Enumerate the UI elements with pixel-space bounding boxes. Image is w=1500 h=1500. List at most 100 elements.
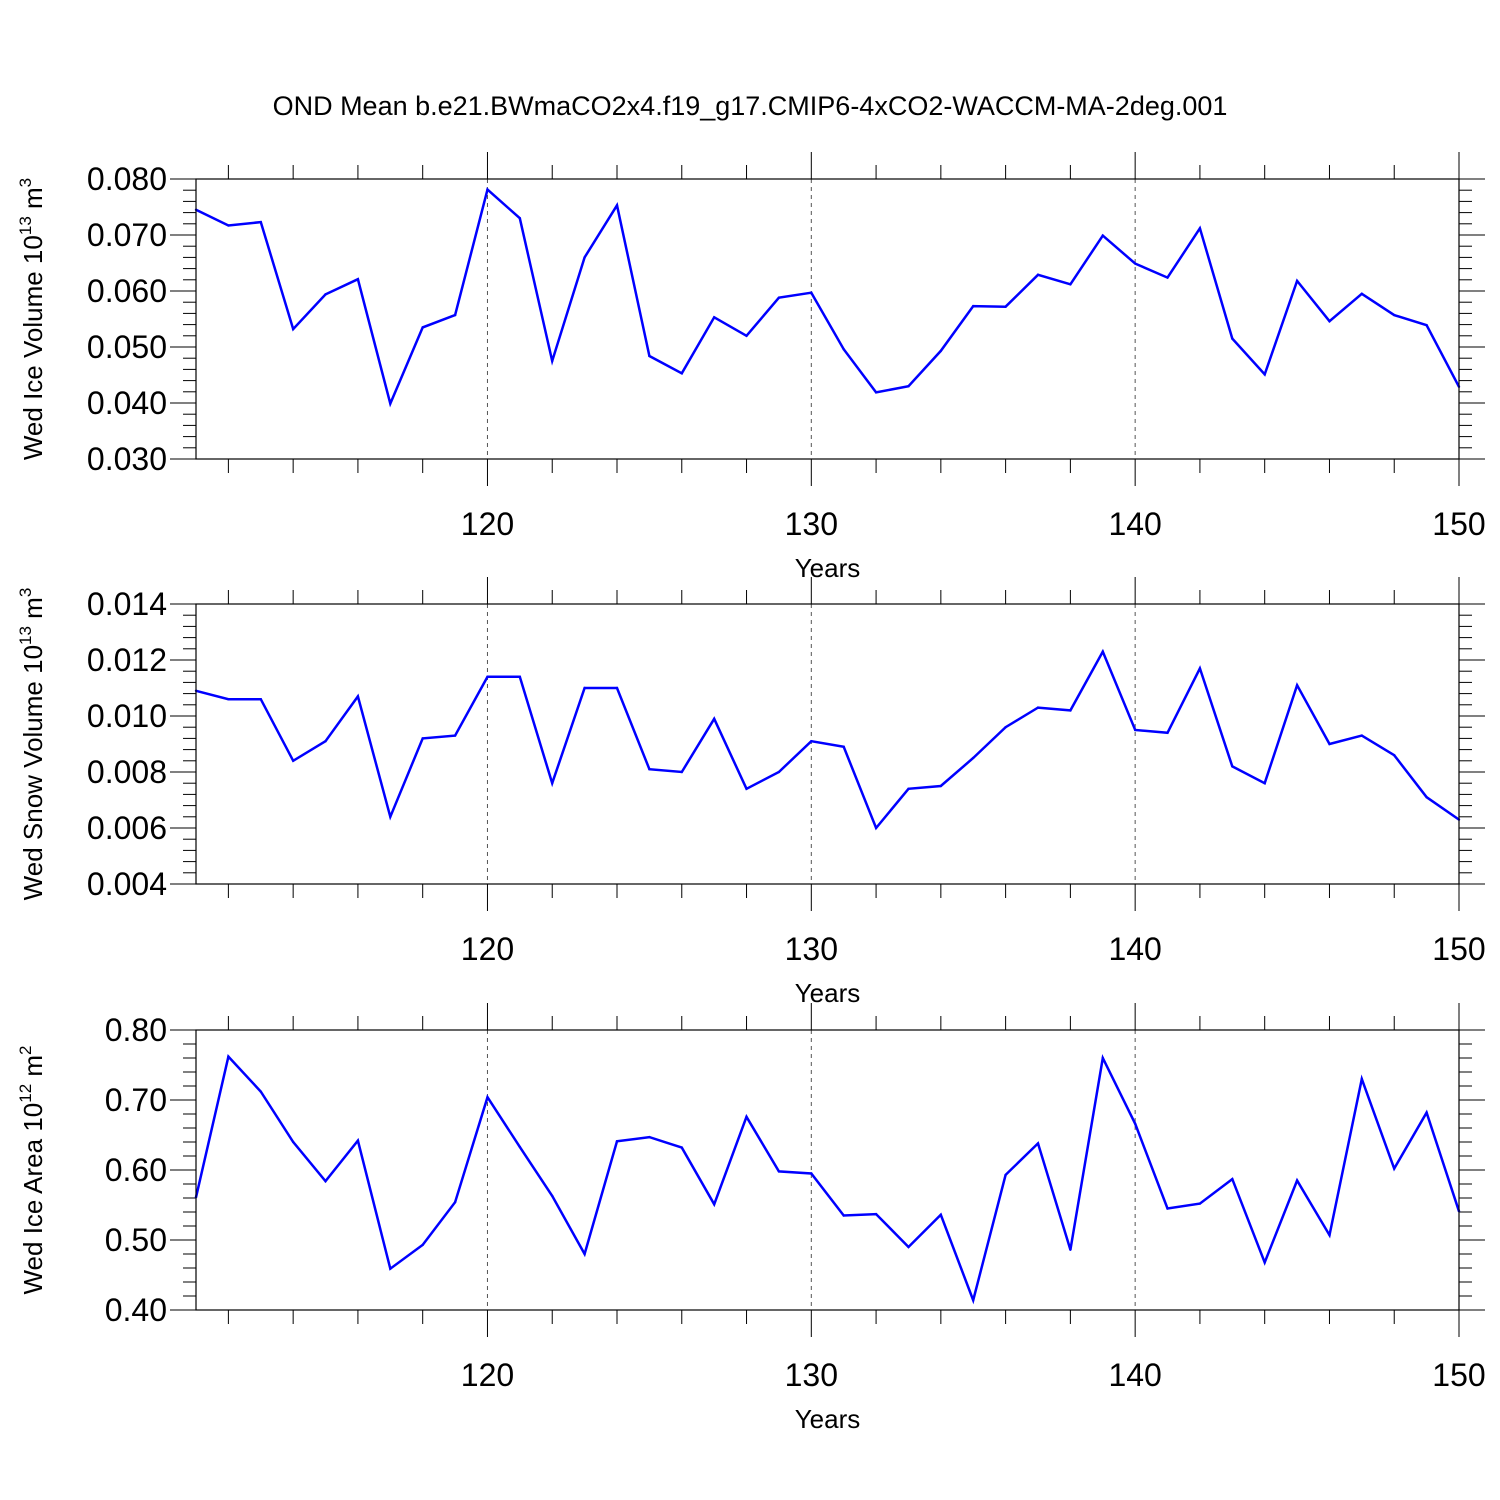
data-point	[1101, 234, 1104, 237]
data-point	[842, 348, 845, 351]
data-point	[583, 1252, 586, 1256]
data-point	[356, 1139, 360, 1142]
data-point	[1328, 320, 1331, 323]
data-point	[1133, 262, 1137, 265]
data-point	[1004, 1173, 1007, 1177]
x-tick-label: 150	[1432, 931, 1485, 967]
data-point	[874, 391, 878, 394]
data-point	[583, 256, 586, 259]
data-point	[1263, 1261, 1266, 1264]
x-tick-label: 120	[461, 1357, 514, 1393]
data-point	[648, 768, 651, 771]
y-tick-label: 0.40	[105, 1292, 167, 1328]
data-point	[259, 698, 262, 701]
x-tick-label: 140	[1108, 931, 1161, 967]
data-point	[972, 304, 975, 308]
y-tick-label: 0.70	[105, 1082, 167, 1118]
data-point	[712, 316, 716, 319]
data-point	[421, 1243, 424, 1247]
y-tick-label: 0.008	[87, 754, 167, 790]
x-tick-label: 140	[1108, 506, 1161, 542]
data-point	[1425, 323, 1428, 327]
panel-3: 0.40 0.50 0.60 0.70 0.80 120 130 140 150 Years Wed…	[16, 1003, 1486, 1434]
data-point	[453, 1201, 457, 1204]
data-point	[1133, 1122, 1137, 1126]
data-point	[1101, 1056, 1104, 1060]
data-point	[1198, 227, 1202, 230]
data-point	[1036, 706, 1040, 709]
data-point	[1069, 283, 1072, 286]
data-point	[972, 756, 975, 760]
data-point	[810, 291, 813, 294]
data-point	[1360, 734, 1364, 737]
data-point	[939, 784, 943, 788]
plot-frame	[195, 178, 1460, 460]
data-point	[356, 695, 360, 698]
y-tick-label: 0.060	[87, 273, 167, 309]
data-point	[810, 740, 813, 743]
data-point	[389, 402, 392, 405]
data-point	[874, 1212, 878, 1216]
data-point	[259, 1090, 262, 1093]
data-point	[1425, 796, 1428, 799]
data-point	[1198, 1202, 1202, 1205]
data-point	[810, 1172, 813, 1175]
data-point	[259, 220, 262, 224]
data-point	[227, 698, 230, 701]
data-point	[615, 1140, 619, 1143]
data-point	[291, 759, 295, 762]
series-line	[194, 1053, 1461, 1305]
data-point	[389, 1267, 392, 1270]
data-point	[1295, 279, 1299, 283]
data-point	[712, 1203, 716, 1206]
data-point	[874, 826, 878, 830]
data-point	[939, 349, 943, 353]
data-point	[842, 745, 845, 748]
x-tick-label: 150	[1432, 506, 1485, 542]
x-axis-label: Years	[795, 553, 861, 583]
data-point	[1393, 754, 1396, 757]
x-tick-label: 150	[1432, 1357, 1485, 1393]
data-point	[1069, 709, 1072, 712]
data-point	[389, 815, 392, 818]
data-point	[712, 717, 716, 720]
y-tick-label: 0.60	[105, 1152, 167, 1188]
data-point	[1360, 1077, 1364, 1081]
panel-2: 0.004 0.006 0.008 0.010 0.012 0.014 120 130 140 1…	[16, 577, 1486, 1008]
data-point	[421, 737, 424, 740]
y-tick-label: 0.012	[87, 642, 167, 678]
data-point	[486, 188, 489, 191]
data-point	[518, 217, 522, 220]
plot-frame	[195, 1029, 1460, 1311]
x-tick-label: 130	[785, 931, 838, 967]
y-label-exponent: 12	[16, 1084, 35, 1103]
panel-1: 0.030 0.040 0.050 0.060 0.070 0.080 120 130 140 1…	[16, 152, 1486, 583]
x-axis-label: Years	[795, 978, 861, 1008]
data-point	[453, 734, 457, 737]
data-point	[648, 1135, 651, 1139]
data-point	[1393, 313, 1396, 317]
y-label-unit-exponent: 3	[16, 178, 35, 187]
data-point	[356, 278, 360, 281]
series-line	[195, 187, 1461, 408]
y-tick-label: 0.080	[87, 161, 167, 197]
data-point	[1004, 726, 1007, 729]
y-tick-label: 0.50	[105, 1222, 167, 1258]
data-point	[291, 1140, 295, 1144]
data-point	[1295, 1179, 1299, 1182]
data-point	[907, 385, 910, 388]
data-point	[291, 327, 295, 331]
data-point	[324, 293, 327, 296]
y-label-unit: m	[18, 187, 48, 216]
data-point	[453, 313, 457, 317]
data-point	[551, 782, 554, 785]
data-point	[1231, 765, 1234, 768]
data-point	[777, 770, 781, 774]
data-point	[1231, 1177, 1234, 1181]
data-point	[680, 1146, 683, 1149]
data-point	[1133, 728, 1137, 732]
data-point	[1036, 273, 1040, 276]
y-label-unit: m	[18, 597, 48, 626]
plot-frame	[195, 603, 1460, 885]
